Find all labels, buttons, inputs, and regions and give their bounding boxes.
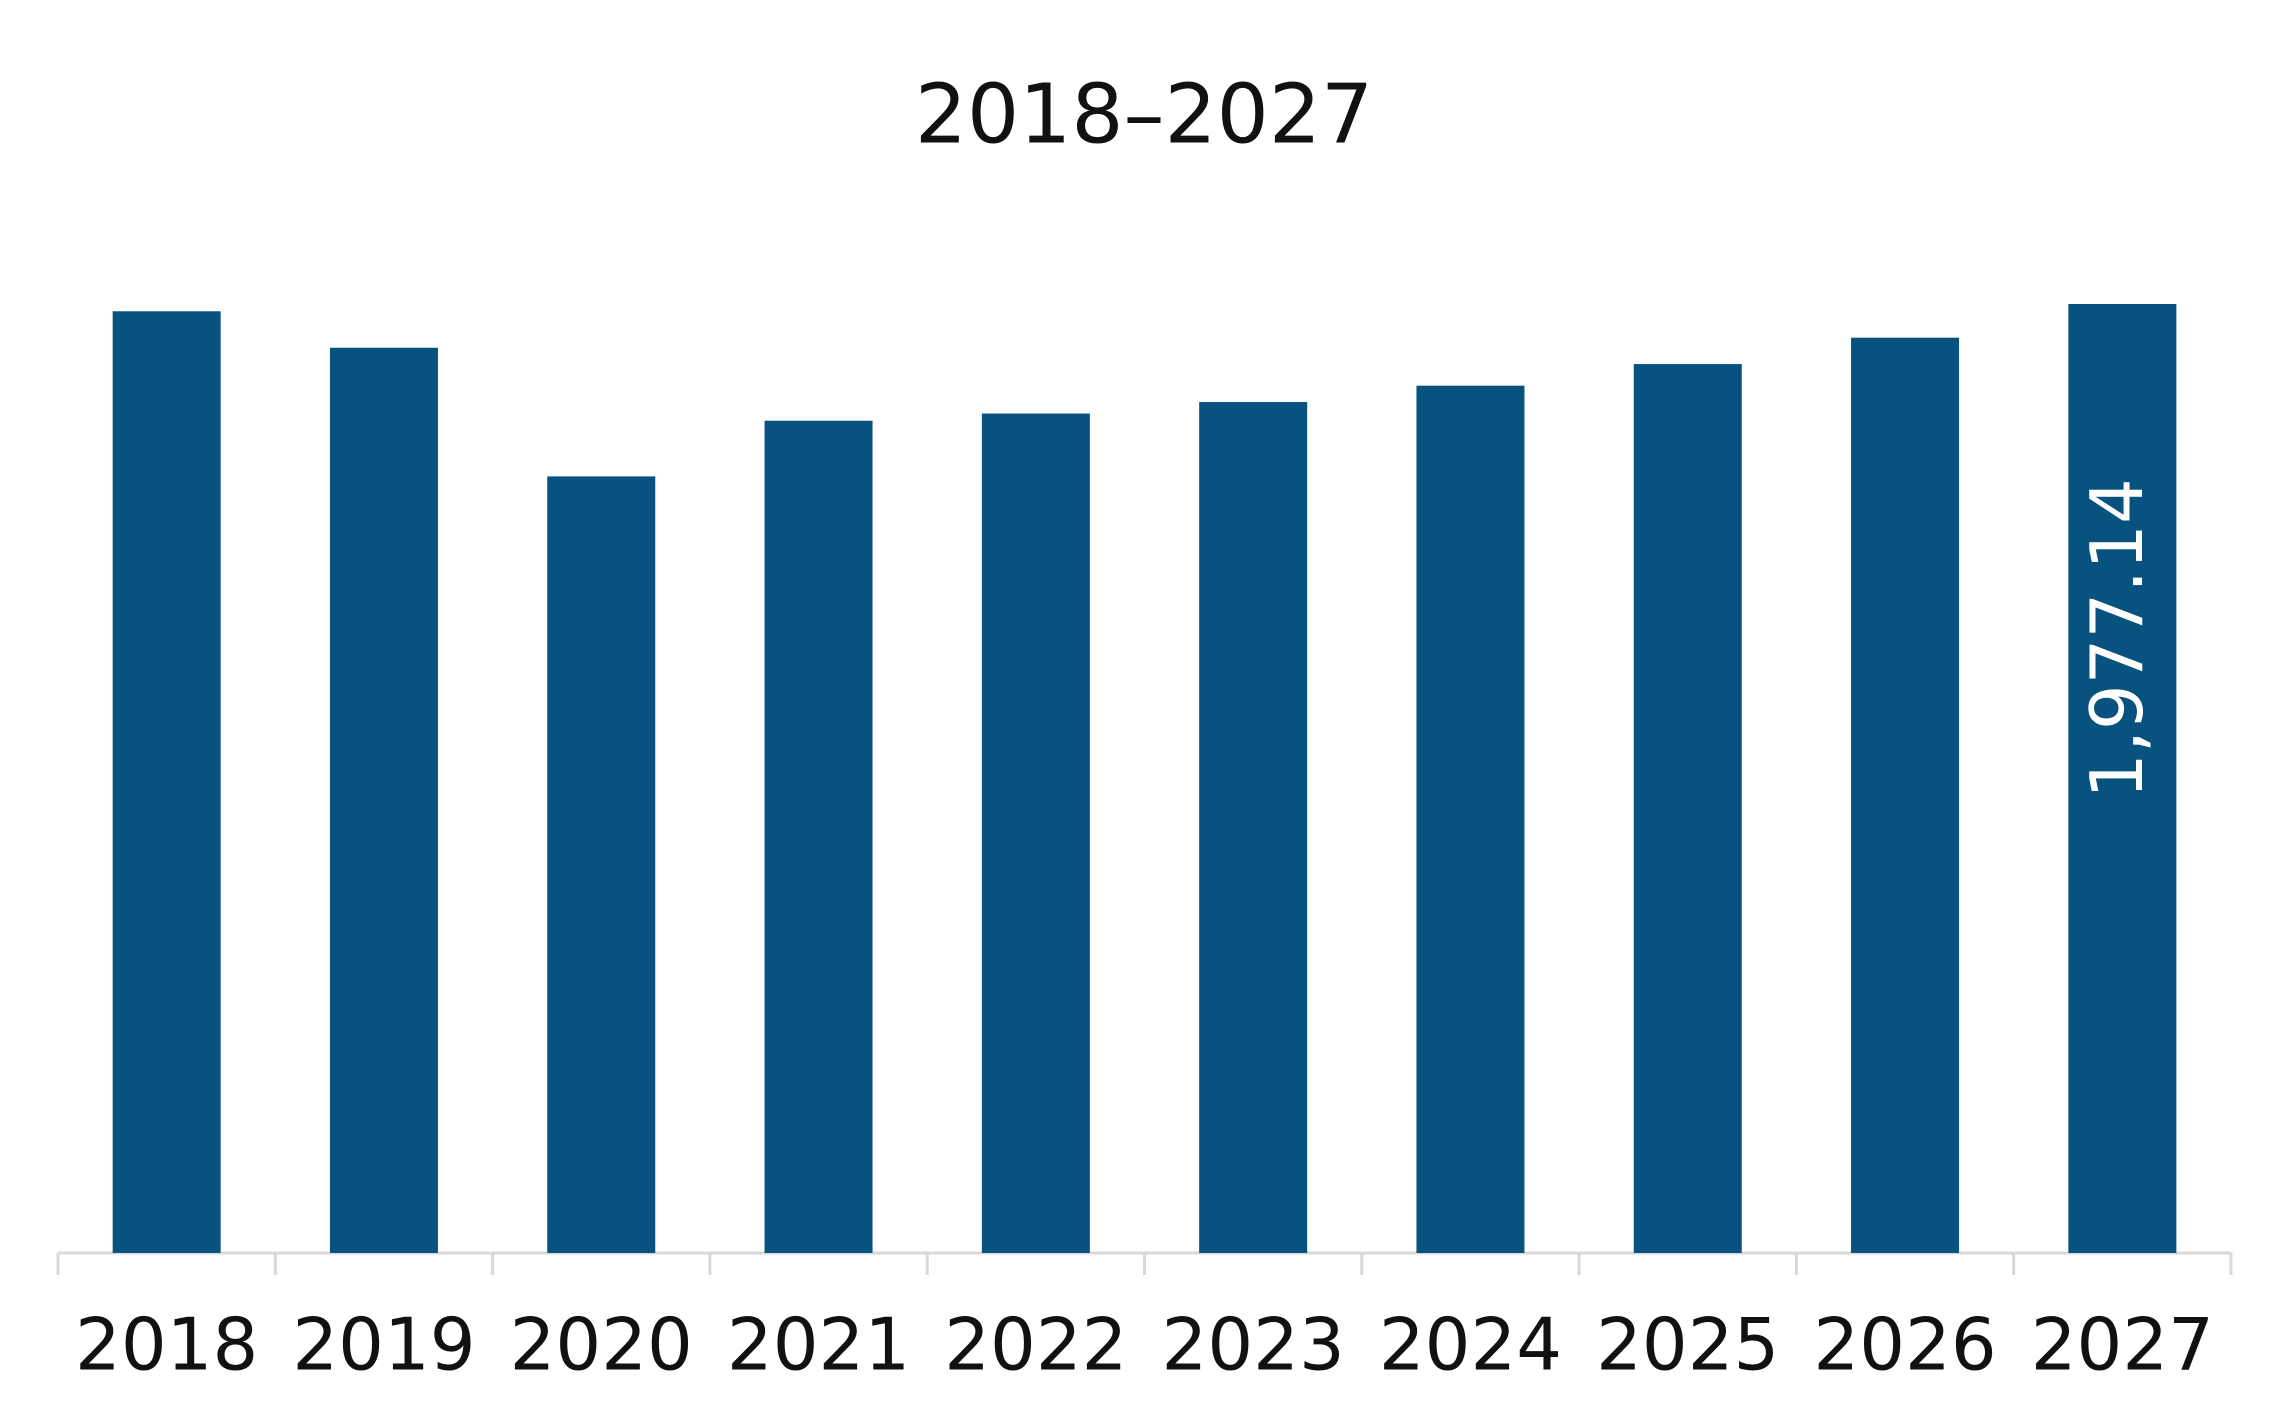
bar [2068,304,2177,1253]
x-tick-label: 2021 [727,1303,910,1387]
x-tick-label: 2025 [1596,1303,1779,1387]
bar [1851,337,1960,1253]
bar [547,476,656,1253]
bar [1416,385,1525,1253]
x-tick-label: 2024 [1379,1303,1562,1387]
bar [1633,364,1742,1253]
chart-title: 2018–2027 [915,67,1373,162]
bar [1199,401,1308,1254]
x-tick-label: 2022 [944,1303,1127,1387]
x-tick-label: 2026 [1813,1303,1996,1387]
bar [329,347,438,1253]
x-tick-label: 2027 [2031,1303,2214,1387]
bar [981,413,1090,1254]
value-label: 1,977.14 [2075,478,2159,799]
x-tick-label: 2023 [1162,1303,1345,1387]
bar [764,420,873,1253]
x-tick-label: 2019 [292,1303,475,1387]
x-tick-label: 2018 [75,1303,258,1387]
bar [112,311,221,1254]
x-tick-label: 2020 [510,1303,693,1387]
